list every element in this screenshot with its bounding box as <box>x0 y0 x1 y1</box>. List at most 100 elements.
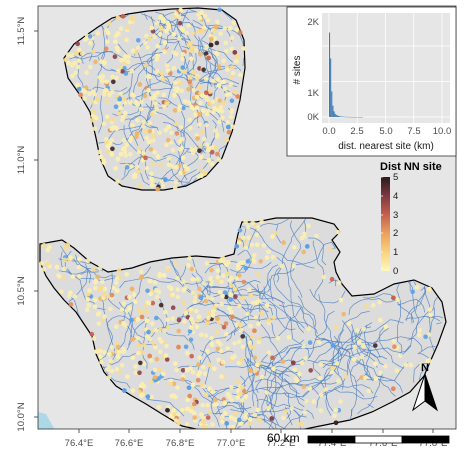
site-point <box>154 57 159 62</box>
site-point <box>185 397 190 403</box>
site-point <box>189 56 194 61</box>
x-tick-label: 76.4°E <box>65 438 94 449</box>
site-point <box>159 339 164 344</box>
site-point <box>205 97 210 102</box>
site-point <box>179 407 185 413</box>
site-point <box>222 410 228 416</box>
site-point <box>256 272 261 277</box>
stream-segment <box>245 335 301 381</box>
x-axis: 76.4°E 76.6°E 76.8°E 77.0°E 77.2°E 77.4°… <box>65 429 447 449</box>
site-point <box>100 279 105 285</box>
site-point <box>204 76 209 82</box>
site-point <box>317 375 323 381</box>
site-point <box>92 285 98 291</box>
site-point <box>159 70 165 76</box>
site-point <box>398 353 403 359</box>
site-point <box>166 324 171 330</box>
site-point <box>101 92 107 97</box>
site-point <box>154 356 160 362</box>
inset-x-tick-label: 10.0 <box>433 126 452 137</box>
site-point <box>118 26 124 31</box>
site-point <box>241 235 246 241</box>
site-point <box>92 126 97 131</box>
site-point <box>159 179 164 185</box>
site-point <box>394 368 400 373</box>
site-point <box>109 293 115 298</box>
site-point <box>210 389 216 395</box>
site-point <box>80 51 85 56</box>
site-point <box>110 89 115 95</box>
site-point <box>307 340 313 345</box>
site-point <box>77 274 82 279</box>
site-point <box>210 422 215 427</box>
site-point <box>182 69 187 74</box>
site-point <box>219 414 225 420</box>
site-point <box>144 309 150 315</box>
site-point <box>139 314 145 320</box>
color-legend: Dist NN site 5 4 3 2 1 0 <box>380 161 442 277</box>
stream-segment <box>245 336 302 379</box>
site-point <box>94 349 99 354</box>
stream-segment <box>180 169 197 183</box>
site-point <box>85 296 91 302</box>
site-point <box>194 48 199 53</box>
site-point <box>91 49 96 55</box>
stream-segment <box>255 347 289 393</box>
site-point <box>214 24 219 30</box>
site-point <box>137 82 143 87</box>
site-point <box>190 320 196 325</box>
inset-bar <box>331 91 333 117</box>
site-point <box>266 249 271 255</box>
site-point <box>181 287 186 293</box>
site-point <box>235 430 240 435</box>
site-point <box>165 267 171 273</box>
site-point <box>197 85 203 90</box>
site-point <box>130 123 135 128</box>
site-point <box>121 138 127 143</box>
site-point <box>297 371 302 377</box>
site-point <box>255 225 261 230</box>
site-point <box>180 27 186 32</box>
site-point <box>243 394 248 399</box>
site-point <box>186 87 191 92</box>
site-point <box>221 100 227 105</box>
site-point <box>89 331 95 337</box>
site-point <box>428 312 433 318</box>
site-point <box>111 79 116 85</box>
stream-segment <box>258 306 302 340</box>
stream-segment <box>198 26 244 55</box>
site-point <box>302 409 307 415</box>
site-point <box>196 362 201 367</box>
site-point <box>209 161 215 167</box>
site-point <box>117 96 122 102</box>
site-point <box>225 67 230 72</box>
site-point <box>110 146 115 152</box>
site-point <box>161 371 166 377</box>
site-point <box>161 92 167 98</box>
site-point <box>206 157 212 163</box>
stream-segment <box>331 350 344 390</box>
site-point <box>229 109 234 115</box>
site-point <box>239 398 245 403</box>
site-point <box>222 259 227 265</box>
site-point <box>231 20 237 26</box>
site-point <box>373 361 378 367</box>
site-point <box>141 124 146 129</box>
stream-segment <box>312 240 325 297</box>
scale-bar-segment <box>401 435 450 444</box>
site-point <box>189 405 195 410</box>
site-point <box>181 105 186 111</box>
legend-tick-label: 0 <box>393 266 398 277</box>
stream-segment <box>318 326 372 363</box>
site-point <box>143 155 148 161</box>
site-point <box>314 233 319 239</box>
site-point <box>215 151 220 157</box>
stream-segment <box>69 295 82 320</box>
site-point <box>82 96 87 101</box>
site-point <box>165 68 171 73</box>
site-point <box>114 367 120 372</box>
site-point <box>203 298 209 304</box>
stream-segment <box>363 324 387 360</box>
stream-segment <box>363 345 411 353</box>
